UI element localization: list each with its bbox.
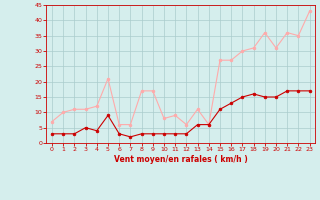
X-axis label: Vent moyen/en rafales ( km/h ): Vent moyen/en rafales ( km/h ) (114, 155, 248, 164)
